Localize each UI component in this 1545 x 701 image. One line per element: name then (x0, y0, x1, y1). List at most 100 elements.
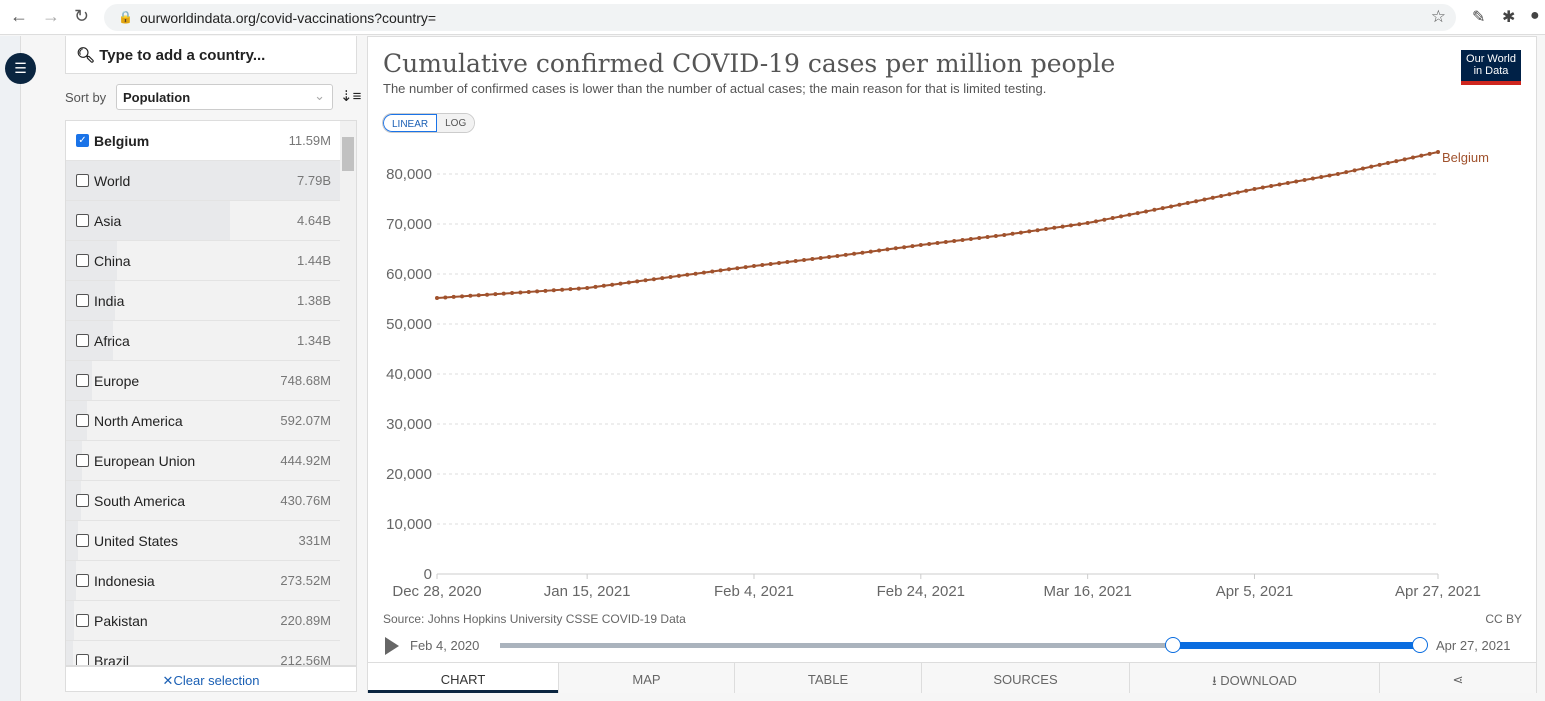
tab-download[interactable]: ⭳ DOWNLOAD (1129, 663, 1379, 693)
forward-icon[interactable]: → (42, 6, 60, 26)
data-point (1319, 175, 1324, 179)
scrollbar-thumb[interactable] (342, 137, 354, 171)
data-point (726, 267, 731, 272)
checkbox[interactable] (76, 294, 89, 307)
data-point (893, 246, 898, 251)
scrollbar[interactable] (340, 121, 356, 665)
country-row[interactable]: Pakistan 220.89M (66, 601, 341, 641)
checkbox[interactable] (76, 414, 89, 427)
checkbox[interactable] (76, 214, 89, 227)
linear-button[interactable]: LINEAR (383, 114, 438, 132)
address-bar[interactable]: 🔒 ourworldindata.org/covid-vaccinations?… (104, 4, 1456, 31)
country-name: World (94, 173, 131, 189)
data-point (1327, 173, 1332, 178)
country-row[interactable]: World 7.79B (66, 161, 341, 201)
data-point (585, 286, 590, 290)
checkbox[interactable] (76, 374, 89, 387)
y-tick-label: 60,000 (386, 266, 432, 283)
country-search-input[interactable]: 🔍︎ Type to add a country... (65, 36, 357, 74)
checkbox[interactable] (76, 174, 89, 187)
checkbox[interactable] (76, 614, 89, 627)
sort-select[interactable]: Population ⌄ (116, 84, 333, 110)
population-bar (66, 561, 76, 600)
checkbox[interactable]: ✓ (76, 134, 89, 147)
checkbox[interactable] (76, 454, 89, 467)
log-button[interactable]: LOG (437, 114, 475, 132)
data-point (1335, 172, 1340, 176)
x-tick-label: Feb 4, 2021 (714, 583, 794, 600)
data-point (626, 280, 631, 285)
timeline-start-handle[interactable] (1165, 637, 1181, 653)
tab-chart[interactable]: CHART (368, 663, 558, 693)
country-row[interactable]: ✓ Belgium 11.59M (66, 121, 341, 161)
country-row[interactable]: Brazil 212.56M (66, 641, 341, 665)
data-point (868, 249, 873, 254)
checkbox[interactable] (76, 574, 89, 587)
sort-order-icon[interactable]: ⇣≡ (340, 88, 362, 105)
data-point (977, 236, 982, 240)
country-row[interactable]: Africa 1.34B (66, 321, 341, 361)
data-point (1427, 151, 1432, 156)
owid-logo[interactable]: Our World in Data (1461, 50, 1521, 85)
tab-table[interactable]: TABLE (734, 663, 921, 693)
country-row[interactable]: India 1.38B (66, 281, 341, 321)
checkbox[interactable] (76, 494, 89, 507)
country-row[interactable]: North America 592.07M (66, 401, 341, 441)
extension-icon[interactable]: ✎ (1472, 9, 1486, 26)
checkbox[interactable] (76, 534, 89, 547)
play-icon[interactable] (385, 637, 399, 655)
country-population: 273.52M (280, 573, 331, 588)
data-point (1227, 192, 1232, 197)
y-tick-label: 20,000 (386, 466, 432, 483)
data-point (985, 235, 990, 239)
data-point (435, 296, 439, 300)
share-button[interactable]: ⋖ (1379, 663, 1536, 693)
y-tick-label: 40,000 (386, 366, 432, 383)
population-bar (66, 601, 74, 640)
data-point (1085, 221, 1090, 225)
list-toggle-icon[interactable]: ☰ (5, 53, 36, 84)
timeline-range[interactable] (1173, 642, 1420, 649)
country-row[interactable]: United States 331M (66, 521, 341, 561)
timeline-track[interactable] (500, 643, 1420, 648)
data-point (1177, 202, 1182, 207)
data-point (685, 272, 690, 277)
data-point (610, 282, 615, 287)
data-point (835, 254, 840, 258)
bookmark-star-icon[interactable]: ☆ (1430, 7, 1446, 26)
source-note[interactable]: Source: Johns Hopkins University CSSE CO… (383, 612, 686, 626)
reload-icon[interactable]: ↻ (74, 6, 90, 26)
x-tick-label: Jan 15, 2021 (544, 583, 631, 600)
data-point (852, 251, 857, 256)
country-population: 7.79B (297, 173, 331, 188)
timeline-end-handle[interactable] (1412, 637, 1428, 653)
country-population: 592.07M (280, 413, 331, 428)
country-row[interactable]: Europe 748.68M (66, 361, 341, 401)
license-link[interactable]: CC BY (1485, 612, 1522, 626)
country-row[interactable]: South America 430.76M (66, 481, 341, 521)
tab-map[interactable]: MAP (558, 663, 734, 693)
country-row[interactable]: China 1.44B (66, 241, 341, 281)
puzzle-icon[interactable]: ✱ (1502, 9, 1516, 26)
data-point (1093, 219, 1098, 224)
data-point (676, 273, 681, 278)
tab-sources[interactable]: SOURCES (921, 663, 1129, 693)
country-row[interactable]: Asia 4.64B (66, 201, 341, 241)
data-point (1194, 199, 1199, 204)
clear-selection-button[interactable]: ✕Clear selection (65, 666, 357, 692)
data-point (1369, 164, 1374, 169)
checkbox[interactable] (76, 334, 89, 347)
checkbox[interactable] (76, 654, 89, 665)
data-point (1310, 176, 1315, 181)
data-point (551, 288, 556, 293)
country-row[interactable]: Indonesia 273.52M (66, 561, 341, 601)
checkbox[interactable] (76, 254, 89, 267)
data-point (952, 239, 957, 243)
data-point (935, 241, 940, 245)
country-row[interactable]: European Union 444.92M (66, 441, 341, 481)
data-point (785, 260, 790, 264)
data-point (910, 244, 915, 249)
country-population: 11.59M (288, 133, 331, 148)
profile-icon[interactable]: ● (1530, 7, 1540, 24)
back-icon[interactable]: ← (10, 6, 28, 26)
